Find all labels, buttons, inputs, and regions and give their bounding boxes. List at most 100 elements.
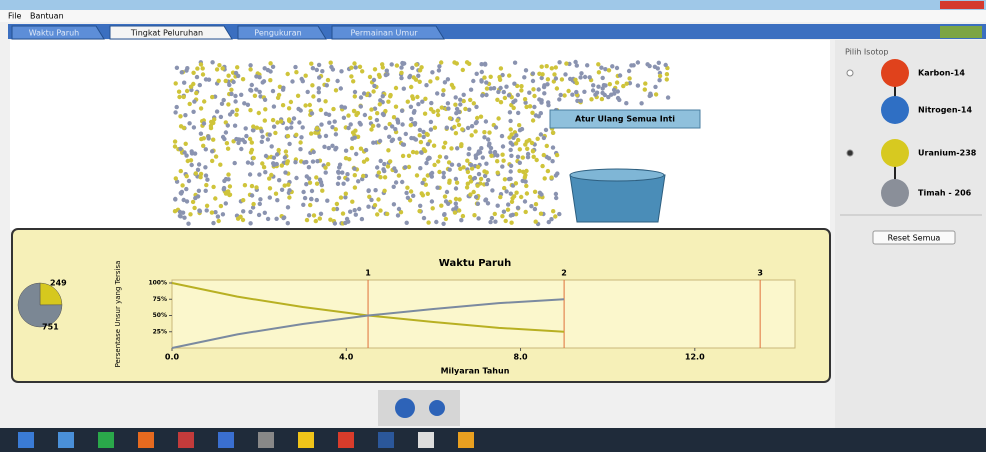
atom xyxy=(582,89,587,95)
atom xyxy=(393,85,399,91)
atom xyxy=(606,94,611,100)
atom xyxy=(472,175,478,181)
atom xyxy=(336,169,341,175)
atom xyxy=(412,108,417,114)
atom xyxy=(429,199,435,204)
atom xyxy=(522,175,527,180)
atom xyxy=(375,212,380,217)
radio[interactable] xyxy=(846,69,854,77)
atom xyxy=(195,66,200,71)
atom xyxy=(263,153,269,159)
atom xyxy=(294,70,299,75)
tab[interactable] xyxy=(109,25,233,40)
taskbar-icon[interactable] xyxy=(58,432,74,448)
taskbar-icon[interactable] xyxy=(418,432,434,448)
isotope-icon xyxy=(881,139,909,167)
atom xyxy=(624,101,629,106)
tab[interactable] xyxy=(11,25,105,40)
radio[interactable] xyxy=(846,149,854,157)
taskbar-icon[interactable] xyxy=(458,432,474,448)
taskbar-icon[interactable] xyxy=(258,432,274,448)
atom xyxy=(182,150,187,155)
play-button[interactable] xyxy=(395,398,415,418)
x-tick-label: 0.0 xyxy=(165,353,180,362)
atom xyxy=(364,157,370,162)
atom xyxy=(381,167,386,172)
menu-item[interactable]: File xyxy=(8,12,21,21)
atom xyxy=(488,145,494,151)
atom xyxy=(614,65,620,71)
atom xyxy=(508,213,514,218)
atom xyxy=(476,216,481,221)
atom xyxy=(340,170,345,175)
atom xyxy=(371,140,376,145)
atom xyxy=(182,215,187,220)
reset-all-button[interactable] xyxy=(872,230,956,245)
atom xyxy=(508,176,513,181)
atom xyxy=(488,86,493,91)
atom xyxy=(453,131,459,136)
isotope-icon xyxy=(881,59,909,87)
taskbar-icon[interactable] xyxy=(178,432,194,448)
atom xyxy=(459,218,464,223)
atom xyxy=(537,190,543,195)
atom xyxy=(363,147,369,153)
window-controls[interactable] xyxy=(940,1,984,9)
atom xyxy=(405,99,410,104)
atom xyxy=(358,146,364,151)
taskbar-icon[interactable] xyxy=(218,432,234,448)
atom xyxy=(495,159,500,164)
atom xyxy=(286,117,292,122)
atom xyxy=(330,125,335,130)
atom xyxy=(530,71,536,76)
atom xyxy=(645,62,650,67)
reset-nuclei-button[interactable] xyxy=(549,109,701,129)
tab[interactable] xyxy=(237,25,327,40)
pie-label: 751 xyxy=(42,323,59,332)
atom xyxy=(506,93,512,98)
atom xyxy=(359,216,365,222)
taskbar-icons xyxy=(18,432,474,448)
pie-slice xyxy=(39,282,63,306)
atom xyxy=(307,102,312,108)
atom xyxy=(232,160,237,166)
atom xyxy=(352,166,357,171)
atom xyxy=(439,60,444,65)
atom xyxy=(475,115,480,121)
atom xyxy=(408,104,414,110)
atom xyxy=(347,157,352,162)
atom xyxy=(189,162,194,168)
atoms xyxy=(172,59,671,227)
taskbar-icon[interactable] xyxy=(138,432,154,448)
atom xyxy=(430,70,435,75)
atom xyxy=(436,159,441,164)
atom xyxy=(191,109,196,115)
atom xyxy=(468,87,474,92)
atom xyxy=(179,70,184,75)
taskbar-icon[interactable] xyxy=(378,432,394,448)
step-button[interactable] xyxy=(429,400,445,416)
atom xyxy=(509,220,514,225)
atom xyxy=(479,79,484,84)
atom xyxy=(496,116,501,121)
atom xyxy=(399,65,404,70)
tab[interactable] xyxy=(331,25,445,40)
atom xyxy=(500,164,505,169)
atom xyxy=(648,91,653,96)
atom xyxy=(332,221,338,226)
atom xyxy=(473,129,478,134)
atom xyxy=(262,97,268,103)
atom xyxy=(533,219,538,224)
atom xyxy=(543,127,549,133)
menu-item[interactable]: Bantuan xyxy=(30,12,64,21)
taskbar-icon[interactable] xyxy=(18,432,34,448)
taskbar-icon[interactable] xyxy=(298,432,314,448)
atom xyxy=(442,80,448,85)
atom xyxy=(457,208,462,213)
atom xyxy=(304,217,310,223)
atom xyxy=(435,76,440,81)
taskbar-icon[interactable] xyxy=(98,432,114,448)
taskbar-icon[interactable] xyxy=(338,432,354,448)
atom xyxy=(257,89,262,95)
atom xyxy=(345,177,350,182)
